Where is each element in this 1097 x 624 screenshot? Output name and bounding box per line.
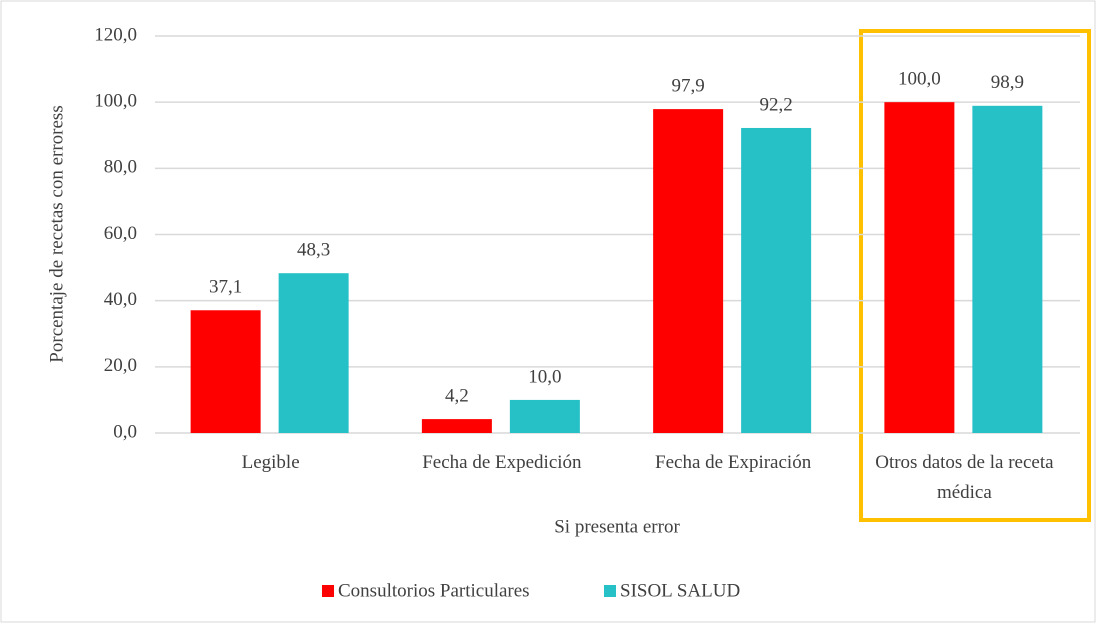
x-tick-label: Fecha de Expiración [655, 452, 812, 473]
bar [972, 105, 1043, 433]
data-label: 97,9 [672, 75, 705, 96]
x-axis-label: Si presenta error [554, 516, 680, 537]
data-label: 4,2 [445, 385, 469, 406]
y-tick-label: 100,0 [94, 91, 137, 112]
data-label: 92,2 [760, 94, 793, 115]
bar [190, 310, 261, 433]
y-tick-label: 0,0 [113, 421, 137, 442]
legend-swatch [604, 585, 616, 597]
y-tick-label: 60,0 [104, 223, 137, 244]
y-axis-label: Porcentaje de recetas con erroress [46, 105, 67, 362]
highlight-box [859, 29, 1091, 522]
y-tick-label: 80,0 [104, 157, 137, 178]
bar [653, 109, 724, 433]
x-tick-label: Fecha de Expedición [422, 452, 582, 473]
bar [421, 419, 492, 433]
data-label: 10,0 [528, 366, 561, 387]
data-label: 37,1 [209, 277, 242, 298]
y-tick-label: 40,0 [104, 289, 137, 310]
x-tick-label: Otros datos de la receta médica [875, 452, 1054, 503]
legend-label: SISOL SALUD [620, 580, 740, 601]
bar [884, 102, 955, 434]
legend-swatch [322, 585, 334, 597]
bar [741, 127, 812, 433]
bar [278, 273, 349, 433]
data-label: 98,9 [991, 72, 1024, 93]
y-tick-label: 20,0 [104, 355, 137, 376]
bar [509, 399, 580, 433]
legend-label: Consultorios Particulares [338, 580, 530, 601]
data-label: 48,3 [297, 240, 330, 261]
x-tick-label: Legible [241, 452, 300, 473]
data-label: 100,0 [898, 69, 941, 90]
y-tick-label: 120,0 [94, 24, 137, 45]
